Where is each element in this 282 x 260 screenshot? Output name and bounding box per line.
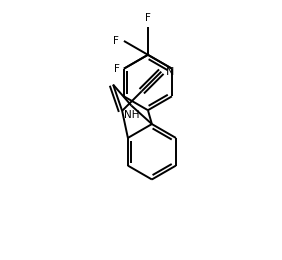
Text: F: F <box>114 64 120 74</box>
Text: N: N <box>166 67 175 77</box>
Text: NH: NH <box>124 110 139 120</box>
Text: F: F <box>113 36 119 46</box>
Text: F: F <box>145 13 151 23</box>
